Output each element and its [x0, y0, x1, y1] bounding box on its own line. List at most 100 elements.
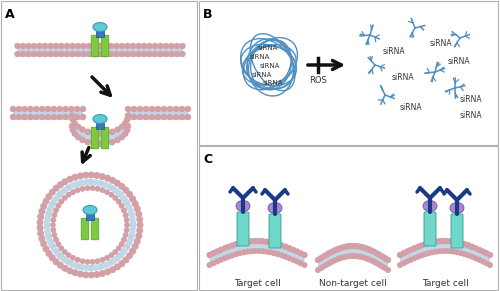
Circle shape	[70, 52, 75, 56]
Text: Target cell: Target cell	[422, 278, 469, 288]
Circle shape	[230, 253, 234, 258]
Bar	[199, 1, 498, 145]
Circle shape	[412, 246, 417, 251]
Circle shape	[46, 194, 52, 199]
Circle shape	[110, 129, 114, 134]
Circle shape	[180, 52, 185, 56]
Circle shape	[142, 52, 146, 56]
Circle shape	[423, 252, 428, 256]
Circle shape	[132, 107, 136, 111]
Circle shape	[80, 187, 84, 191]
Circle shape	[268, 240, 273, 245]
Circle shape	[318, 256, 324, 261]
Ellipse shape	[268, 203, 282, 214]
Circle shape	[80, 138, 85, 143]
Circle shape	[92, 52, 97, 56]
Circle shape	[476, 247, 482, 252]
Circle shape	[126, 191, 132, 197]
Circle shape	[125, 223, 129, 227]
Circle shape	[290, 247, 296, 252]
Circle shape	[330, 249, 334, 254]
Circle shape	[37, 52, 42, 56]
Circle shape	[52, 213, 56, 217]
Circle shape	[92, 131, 96, 136]
Circle shape	[152, 52, 158, 56]
Circle shape	[402, 261, 406, 266]
Circle shape	[426, 241, 432, 246]
Text: siRNA: siRNA	[252, 72, 272, 78]
Bar	[86, 214, 94, 220]
Circle shape	[294, 259, 299, 264]
Circle shape	[59, 52, 64, 56]
Circle shape	[408, 247, 414, 252]
Circle shape	[113, 250, 117, 254]
Circle shape	[211, 261, 216, 266]
Circle shape	[276, 252, 280, 256]
Circle shape	[88, 272, 94, 278]
Circle shape	[28, 114, 33, 120]
Circle shape	[123, 187, 128, 193]
Circle shape	[352, 244, 357, 249]
Circle shape	[66, 253, 71, 258]
Circle shape	[74, 114, 80, 120]
Circle shape	[20, 52, 25, 56]
Circle shape	[186, 114, 190, 120]
Circle shape	[80, 107, 86, 111]
Text: siRNA: siRNA	[258, 45, 278, 51]
Circle shape	[168, 107, 172, 111]
Circle shape	[380, 264, 384, 269]
Circle shape	[249, 249, 254, 253]
Circle shape	[419, 243, 424, 248]
Circle shape	[80, 259, 84, 263]
Ellipse shape	[93, 22, 107, 31]
Circle shape	[488, 253, 492, 258]
Circle shape	[169, 52, 174, 56]
Circle shape	[28, 107, 33, 111]
Circle shape	[39, 209, 44, 214]
Circle shape	[280, 253, 284, 258]
Circle shape	[252, 239, 258, 244]
Circle shape	[234, 252, 238, 256]
Ellipse shape	[423, 200, 437, 212]
Circle shape	[136, 52, 141, 56]
Circle shape	[125, 117, 130, 122]
Text: siRNA: siRNA	[250, 54, 270, 60]
FancyBboxPatch shape	[101, 35, 109, 57]
Text: siRNA: siRNA	[448, 58, 470, 67]
Circle shape	[50, 189, 55, 195]
Circle shape	[287, 246, 292, 251]
Circle shape	[58, 262, 63, 268]
Circle shape	[124, 213, 128, 217]
Circle shape	[46, 251, 52, 256]
Circle shape	[76, 52, 80, 56]
Circle shape	[136, 233, 141, 239]
Circle shape	[484, 251, 489, 256]
Circle shape	[122, 208, 126, 212]
Circle shape	[130, 196, 136, 202]
Circle shape	[51, 223, 55, 227]
Circle shape	[59, 43, 64, 49]
Circle shape	[62, 250, 67, 254]
Circle shape	[256, 239, 262, 244]
Circle shape	[322, 264, 326, 269]
Ellipse shape	[236, 200, 250, 212]
Circle shape	[222, 246, 227, 251]
Circle shape	[358, 244, 362, 249]
Circle shape	[441, 249, 446, 253]
Circle shape	[40, 107, 44, 111]
Text: siRNA: siRNA	[260, 63, 280, 69]
Text: siRNA: siRNA	[392, 74, 414, 83]
Circle shape	[83, 272, 88, 278]
Circle shape	[71, 190, 75, 194]
Circle shape	[94, 173, 100, 178]
Circle shape	[466, 253, 470, 258]
FancyBboxPatch shape	[91, 218, 99, 240]
Circle shape	[83, 172, 88, 178]
Circle shape	[59, 246, 64, 251]
Circle shape	[110, 178, 116, 183]
Circle shape	[302, 253, 307, 258]
Circle shape	[386, 258, 390, 262]
Circle shape	[119, 261, 124, 266]
Circle shape	[302, 263, 307, 267]
Circle shape	[245, 249, 250, 254]
